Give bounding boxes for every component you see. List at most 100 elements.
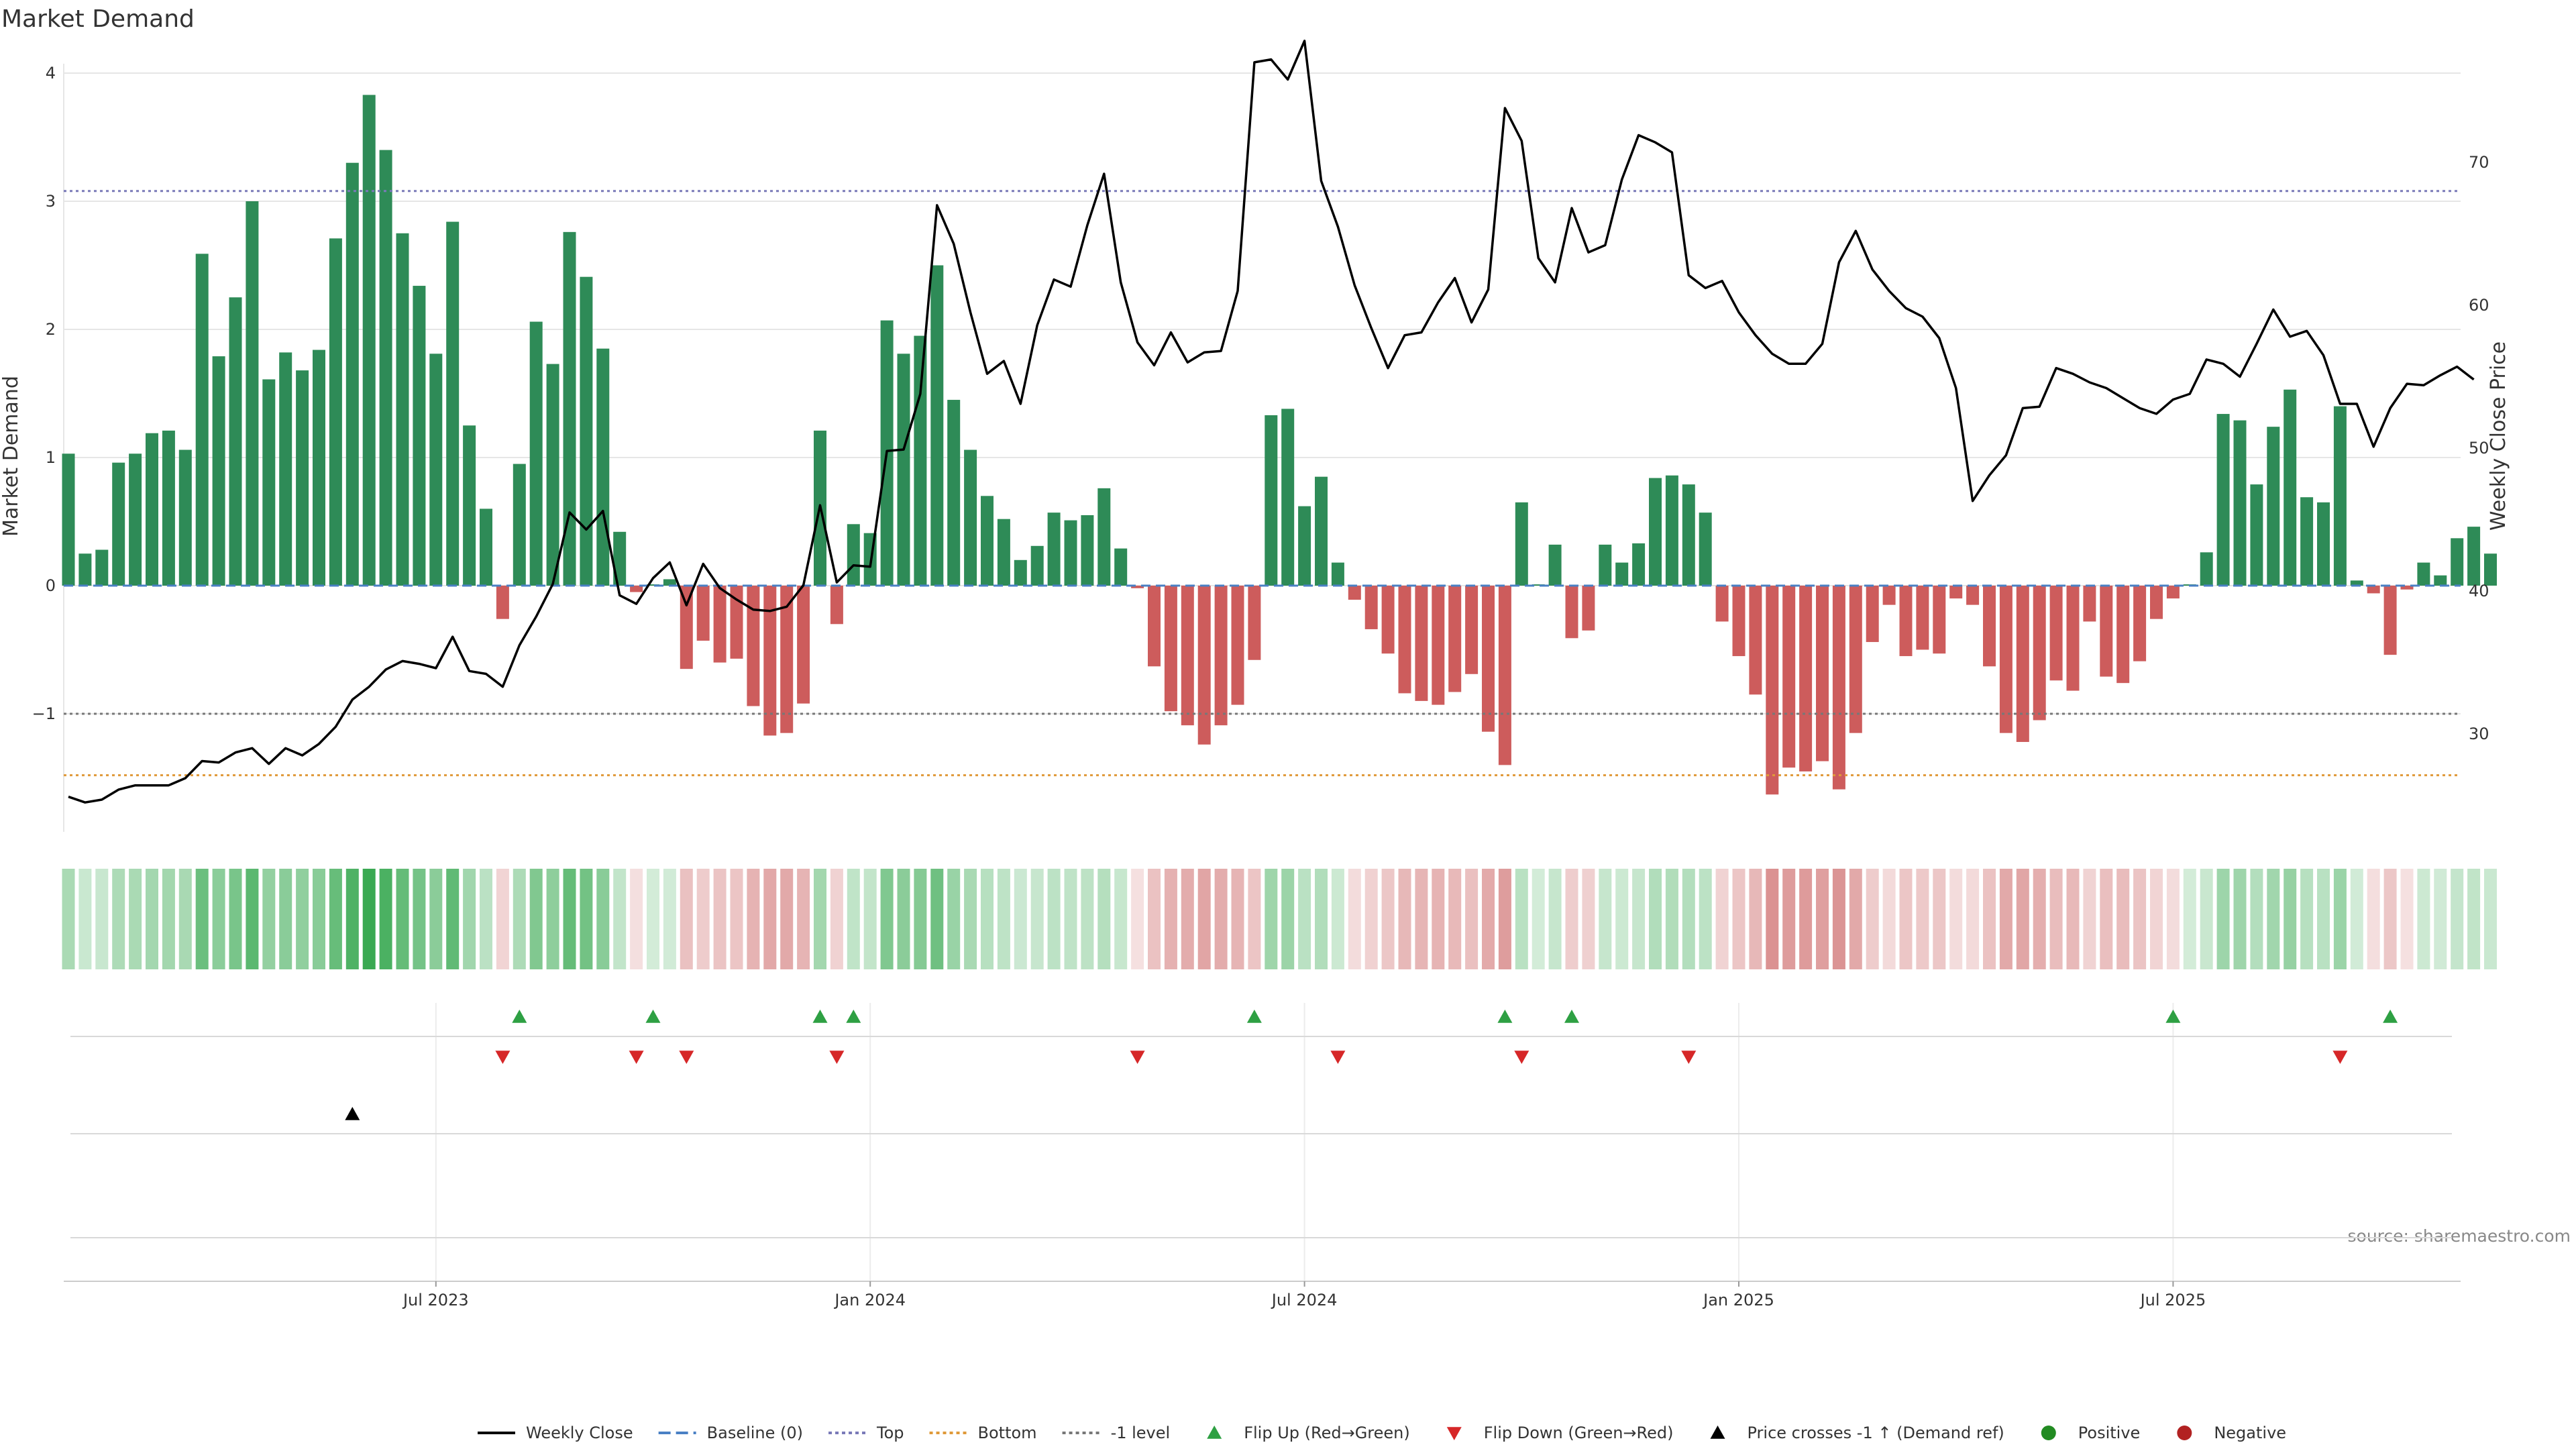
x-tick-label: Jul 2025 (2139, 1291, 2206, 1309)
demand-bar (1030, 545, 1044, 586)
heat-cell (2417, 869, 2430, 969)
heat-cell (513, 869, 526, 969)
heat-cell (2317, 869, 2330, 969)
demand-bar (2116, 586, 2130, 684)
heat-cell (814, 869, 826, 969)
heat-cell (463, 869, 476, 969)
heat-cell (830, 869, 843, 969)
demand-bar (62, 453, 75, 586)
source-note: source: sharemaestro.com (2348, 1226, 2571, 1246)
heat-cell (1364, 869, 1378, 969)
heat-cell (313, 869, 325, 969)
demand-bar (2333, 406, 2347, 586)
heat-cell (680, 869, 693, 969)
left-tick-label: 1 (46, 448, 56, 467)
heat-cell (1482, 869, 1495, 969)
demand-bar (480, 508, 492, 586)
heat-cell (2066, 869, 2080, 969)
heat-cell (613, 869, 627, 969)
heat-cell (496, 869, 509, 969)
demand-bar (1381, 586, 1395, 654)
demand-bar (1565, 586, 1578, 639)
demand-bar (730, 586, 743, 659)
heat-cell (663, 869, 676, 969)
demand-bar (2250, 484, 2263, 586)
demand-bar (1047, 513, 1061, 586)
flip-down-marker (495, 1051, 511, 1064)
demand-bar (178, 449, 192, 586)
demand-bar (1164, 586, 1177, 712)
heat-cell (1632, 869, 1646, 969)
heat-cell (129, 869, 142, 969)
demand-bar (1999, 586, 2012, 733)
heat-cell (1348, 869, 1361, 969)
demand-bar (1532, 584, 1545, 586)
legend-label: -1 level (1111, 1424, 1171, 1442)
heat-cell (897, 869, 910, 969)
demand-bar (947, 400, 961, 586)
heat-cell (1582, 869, 1595, 969)
heat-cell (2367, 869, 2380, 969)
heat-cell (2049, 869, 2063, 969)
demand-bar (1014, 559, 1027, 586)
legend-symbol-triangle-up (1207, 1426, 1222, 1439)
heat-cell (930, 869, 944, 969)
demand-bar (429, 354, 443, 586)
heat-cell (1465, 869, 1479, 969)
heat-cell (914, 869, 927, 969)
heat-cell (480, 869, 492, 969)
demand-bar (1749, 586, 1762, 695)
demand-bar (2284, 389, 2297, 586)
demand-bar (1482, 586, 1495, 732)
heat-cell (195, 869, 209, 969)
demand-bar (146, 433, 158, 586)
demand-bar (78, 553, 92, 586)
demand-bar (647, 584, 659, 586)
heat-cell (2033, 869, 2046, 969)
demand-bar (1465, 586, 1479, 674)
heat-cell (1565, 869, 1578, 969)
demand-bar (563, 231, 576, 586)
heat-cell (1649, 869, 1662, 969)
demand-bar (229, 297, 242, 586)
demand-bar (1782, 586, 1796, 768)
demand-bar (1348, 586, 1361, 600)
demand-bar (1882, 586, 1896, 605)
heat-cell (379, 869, 392, 969)
demand-bar (112, 462, 125, 586)
heat-cell (1381, 869, 1395, 969)
heat-cell (2484, 869, 2497, 969)
heat-cell (1732, 869, 1746, 969)
demand-bar (1983, 586, 1996, 667)
demand-bar (2400, 586, 2414, 590)
legend-symbol-triangle-up (1710, 1426, 1725, 1439)
demand-bar (2467, 527, 2481, 586)
heat-cell (1532, 869, 1545, 969)
demand-bar (2066, 586, 2080, 691)
demand-bar (747, 586, 760, 706)
heat-cell (345, 869, 359, 969)
heat-cell (1214, 869, 1228, 969)
heat-cell (1081, 869, 1094, 969)
demand-bar (362, 95, 376, 586)
demand-bar (2484, 553, 2497, 586)
right-axis-label: Weekly Close Price (2487, 341, 2510, 531)
demand-bar (1248, 586, 1261, 660)
heat-cell (1148, 869, 1161, 969)
demand-bar (713, 586, 727, 663)
demand-heat-strip (62, 869, 2497, 969)
demand-bar (1799, 586, 1813, 771)
demand-bar (596, 348, 610, 586)
heat-cell (1916, 869, 1929, 969)
x-tick-label: Jul 2024 (1271, 1291, 1338, 1309)
heat-cell (1432, 869, 1445, 969)
heat-cell (997, 869, 1010, 969)
heat-cell (162, 869, 175, 969)
heat-cell (747, 869, 760, 969)
right-tick-label: 40 (2469, 582, 2489, 600)
demand-bar (2267, 427, 2280, 586)
heat-cell (1197, 869, 1211, 969)
flip-up-marker (2165, 1010, 2181, 1023)
demand-bar (496, 586, 509, 619)
legend-symbol-triangle-down (1446, 1427, 1462, 1440)
